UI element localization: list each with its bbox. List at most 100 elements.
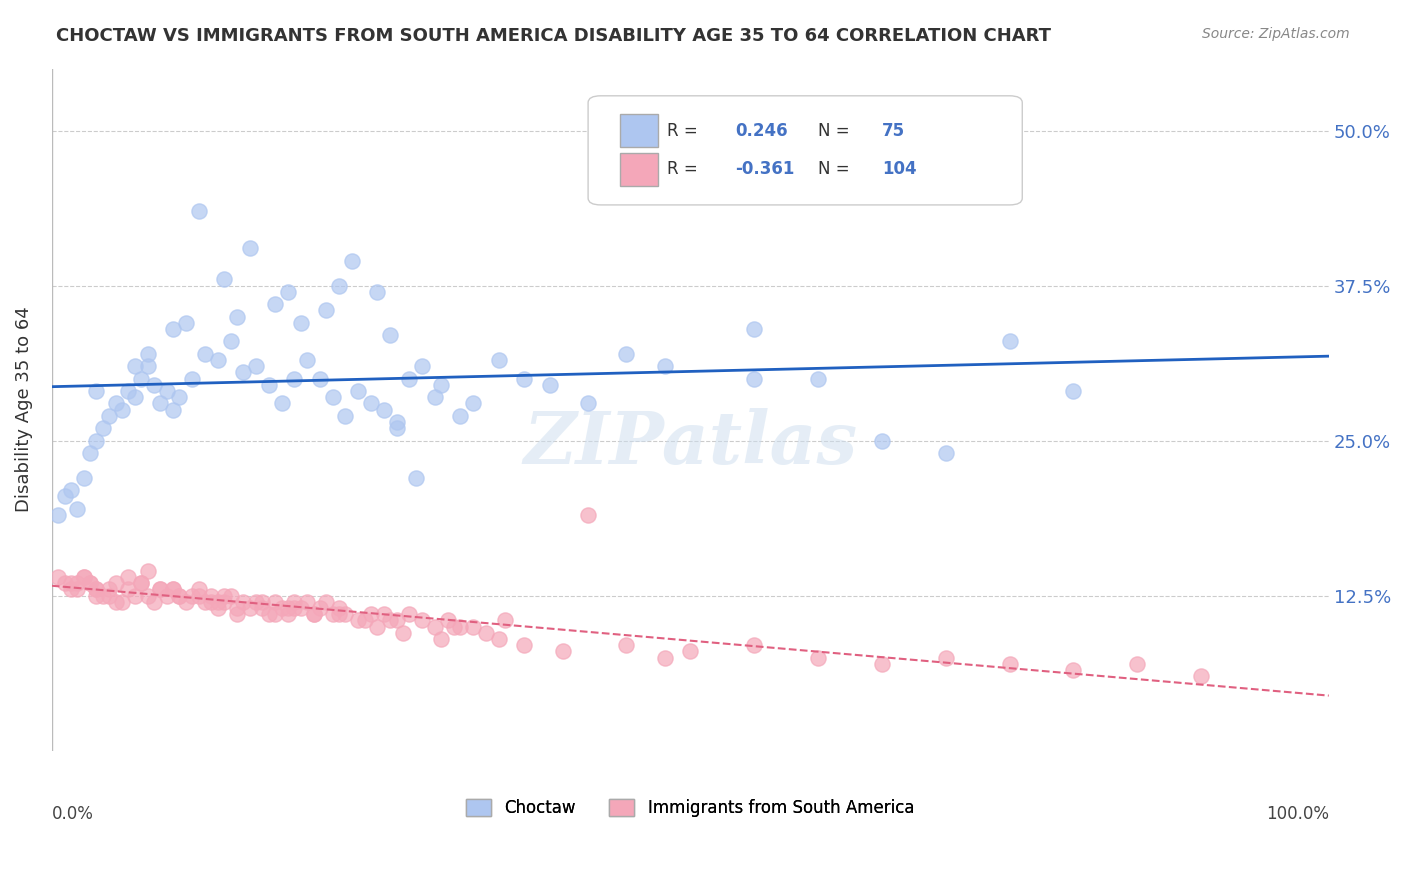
Point — [513, 638, 536, 652]
Point — [53, 489, 76, 503]
Point — [360, 607, 382, 621]
Point — [86, 589, 108, 603]
Point — [79, 576, 101, 591]
Text: 104: 104 — [882, 161, 917, 178]
Point — [1062, 663, 1084, 677]
Point — [169, 589, 191, 603]
Point — [423, 619, 446, 633]
Point — [111, 595, 134, 609]
Point — [385, 415, 408, 429]
Point — [449, 619, 471, 633]
Text: R =: R = — [668, 121, 703, 139]
Point — [98, 582, 121, 597]
Point — [295, 595, 318, 609]
Point — [91, 589, 114, 603]
Point — [270, 396, 292, 410]
Point — [270, 601, 292, 615]
Point — [149, 582, 172, 597]
Point — [66, 576, 89, 591]
Point — [385, 613, 408, 627]
Point — [366, 285, 388, 299]
Point — [252, 601, 274, 615]
Point — [430, 377, 453, 392]
Point — [538, 377, 561, 392]
Point — [1062, 384, 1084, 398]
Point — [117, 570, 139, 584]
Point — [513, 371, 536, 385]
Point — [328, 278, 350, 293]
Point — [187, 589, 209, 603]
Point — [59, 582, 82, 597]
Point — [257, 607, 280, 621]
Point — [174, 595, 197, 609]
Text: CHOCTAW VS IMMIGRANTS FROM SOUTH AMERICA DISABILITY AGE 35 TO 64 CORRELATION CHA: CHOCTAW VS IMMIGRANTS FROM SOUTH AMERICA… — [56, 27, 1052, 45]
Point — [315, 595, 337, 609]
Point — [335, 607, 357, 621]
Point — [576, 396, 599, 410]
Point — [373, 402, 395, 417]
Point — [264, 595, 287, 609]
Point — [654, 650, 676, 665]
Point — [136, 564, 159, 578]
Point — [742, 322, 765, 336]
Point — [245, 595, 267, 609]
Point — [98, 409, 121, 423]
Bar — [620, 114, 658, 147]
Point — [73, 570, 96, 584]
Point — [104, 396, 127, 410]
Point — [302, 607, 325, 621]
Point — [347, 384, 370, 398]
Point — [86, 434, 108, 448]
Point — [277, 601, 299, 615]
Point — [385, 421, 408, 435]
Point — [162, 322, 184, 336]
Point — [207, 595, 229, 609]
Point — [194, 595, 217, 609]
Point — [742, 638, 765, 652]
Point — [252, 595, 274, 609]
Point — [283, 371, 305, 385]
Text: R =: R = — [668, 161, 703, 178]
Point — [200, 589, 222, 603]
Point — [111, 402, 134, 417]
Point — [742, 371, 765, 385]
Point — [245, 359, 267, 373]
Point — [232, 365, 254, 379]
Point — [328, 607, 350, 621]
Point — [136, 359, 159, 373]
Point — [156, 384, 179, 398]
Point — [616, 347, 638, 361]
Point — [277, 607, 299, 621]
Point — [405, 471, 427, 485]
Point — [449, 409, 471, 423]
Point — [226, 310, 249, 324]
Point — [322, 607, 344, 621]
Text: N =: N = — [818, 121, 855, 139]
Point — [616, 638, 638, 652]
Point — [142, 595, 165, 609]
Point — [436, 613, 458, 627]
Point — [66, 501, 89, 516]
Point — [124, 359, 146, 373]
Point — [295, 353, 318, 368]
Point — [870, 434, 893, 448]
Text: 75: 75 — [882, 121, 905, 139]
Point — [91, 421, 114, 435]
Point — [79, 446, 101, 460]
Point — [226, 601, 249, 615]
Point — [935, 650, 957, 665]
Point — [129, 576, 152, 591]
Bar — [620, 153, 658, 186]
Point — [98, 589, 121, 603]
Point — [488, 632, 510, 646]
Point — [870, 657, 893, 671]
Point — [353, 613, 375, 627]
Point — [117, 582, 139, 597]
Point — [463, 396, 485, 410]
Point — [411, 359, 433, 373]
Point — [136, 347, 159, 361]
Point — [73, 471, 96, 485]
Point — [169, 589, 191, 603]
Point — [475, 625, 498, 640]
Point — [79, 576, 101, 591]
